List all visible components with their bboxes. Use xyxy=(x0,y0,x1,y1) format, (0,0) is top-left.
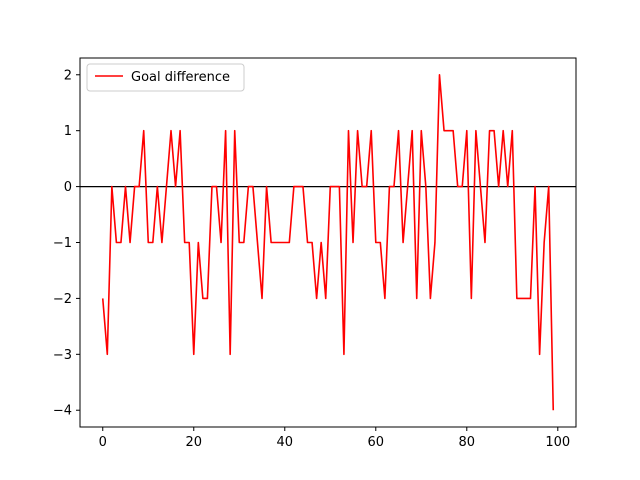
y-tick-label: −1 xyxy=(53,236,72,251)
y-tick-label: 2 xyxy=(64,68,72,83)
y-tick-label: −3 xyxy=(53,348,72,363)
x-axis-ticks: 0 20 40 60 80 100 xyxy=(99,427,570,450)
y-tick-label: 0 xyxy=(64,180,72,195)
legend-box xyxy=(86,63,245,92)
y-tick-label: −4 xyxy=(53,404,72,419)
x-tick-label: 20 xyxy=(185,435,202,450)
x-tick-label: 40 xyxy=(276,435,293,450)
legend: Goal difference xyxy=(86,63,245,92)
legend-label: Goal difference xyxy=(131,70,230,85)
x-tick-label: 60 xyxy=(368,435,385,450)
x-tick-label: 100 xyxy=(545,435,570,450)
x-tick-label: 0 xyxy=(99,435,107,450)
goal-difference-line xyxy=(101,73,555,411)
y-tick-label: 1 xyxy=(64,124,72,139)
y-tick-label: −2 xyxy=(53,292,72,307)
y-axis-ticks: −4 −3 −2 −1 0 1 2 xyxy=(53,68,80,419)
x-tick-label: 80 xyxy=(459,435,476,450)
plot-area xyxy=(80,73,576,411)
